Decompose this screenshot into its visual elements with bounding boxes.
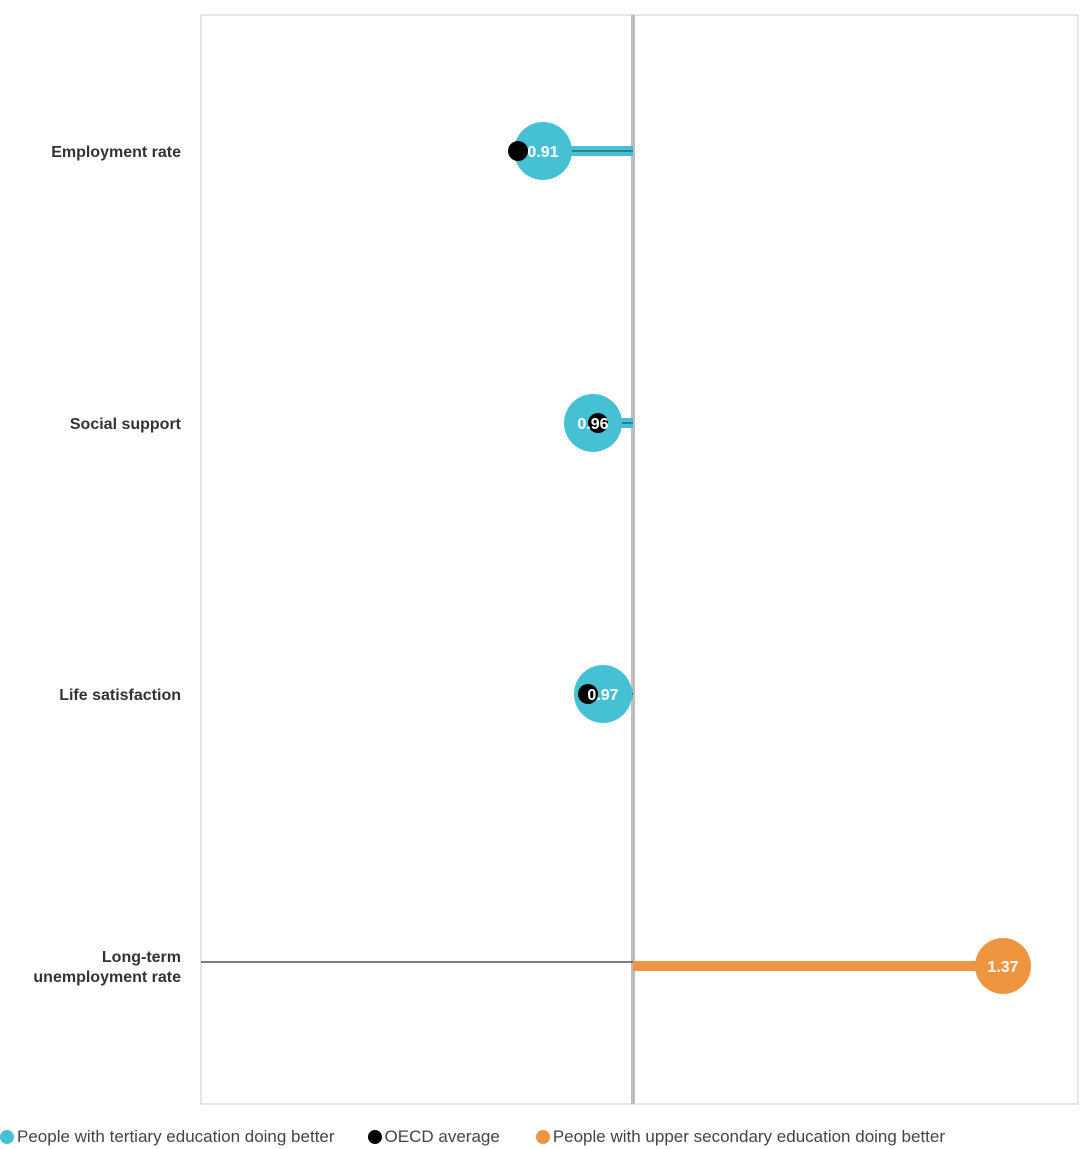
bar-long-term-unemployment-rate — [633, 961, 1003, 971]
legend-label-upper-secondary: People with upper secondary education do… — [552, 1127, 946, 1146]
plot-area-frame — [200, 14, 1079, 1105]
legend-item-upper-secondary: People with upper secondary education do… — [535, 1127, 946, 1147]
legend-item-oecd: OECD average — [367, 1127, 500, 1147]
value-label-social-support: 0.96 — [577, 416, 608, 433]
category-label-social-support: Social support — [70, 416, 182, 433]
legend-swatch-tertiary — [0, 1130, 14, 1144]
row-life-satisfaction: Life satisfaction 0.97 — [59, 665, 633, 723]
oecd-marker-employment-rate — [508, 141, 528, 161]
legend: People with tertiary education doing bet… — [0, 1125, 1091, 1149]
value-bubble-life-satisfaction — [574, 665, 632, 723]
legend-swatch-oecd — [367, 1130, 382, 1144]
row-employment-rate: Employment rate 0.91 — [51, 122, 633, 180]
oecd-marker-life-satisfaction — [578, 684, 598, 704]
legend-label-oecd: OECD average — [384, 1127, 500, 1146]
value-label-life-satisfaction: 0.97 — [587, 687, 618, 704]
value-label-employment-rate: 0.91 — [527, 144, 558, 161]
row-long-term-unemployment-rate: Long-term unemployment rate 1.37 — [33, 938, 1031, 994]
value-bubble-employment-rate — [514, 122, 572, 180]
legend-swatch-upper-secondary — [535, 1130, 550, 1144]
value-label-long-term-unemployment-rate: 1.37 — [987, 959, 1018, 976]
legend-item-tertiary: People with tertiary education doing bet… — [0, 1127, 335, 1147]
chart-rows: Employment rate 0.91 Social support 0.96 Lif… — [33, 122, 1031, 994]
value-bubble-long-term-unemployment-rate — [975, 938, 1031, 994]
oecd-marker-social-support — [588, 413, 608, 433]
category-label-long-term-unemployment-rate: Long-term unemployment rate — [33, 949, 181, 986]
category-label-life-satisfaction: Life satisfaction — [59, 687, 181, 704]
lollipop-chart: Employment rate 0.91 Social support 0.96 Lif… — [33, 14, 1079, 1105]
category-label-employment-rate: Employment rate — [51, 144, 181, 161]
row-social-support: Social support 0.96 — [70, 394, 633, 452]
legend-label-tertiary: People with tertiary education doing bet… — [17, 1127, 335, 1146]
